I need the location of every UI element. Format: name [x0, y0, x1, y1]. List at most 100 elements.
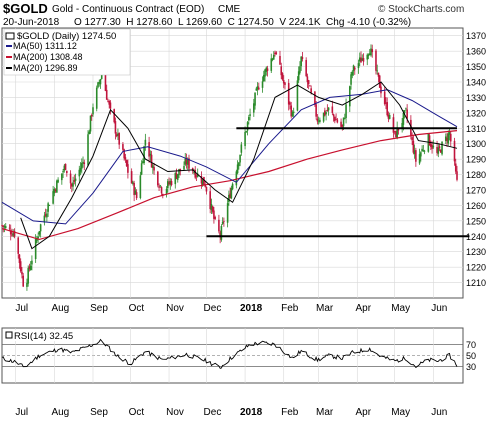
- candle-body: [280, 66, 283, 76]
- candle-body: [74, 178, 77, 181]
- candle-body: [178, 169, 180, 175]
- candle-body: [143, 146, 145, 164]
- candle-body: [159, 185, 162, 187]
- candle-body: [309, 85, 311, 87]
- candle-body: [158, 186, 160, 188]
- candle-body: [125, 160, 128, 167]
- candle-body: [21, 271, 23, 275]
- candle-body: [124, 157, 127, 160]
- candle-body: [370, 48, 372, 56]
- candle-body: [377, 72, 380, 77]
- price-tick-label: 1210: [466, 278, 486, 288]
- candle-body: [44, 214, 47, 216]
- candle-body: [256, 86, 259, 90]
- candle-body: [439, 149, 442, 153]
- candle-body: [140, 163, 143, 175]
- candle-body: [148, 142, 150, 157]
- candle-body: [262, 74, 265, 82]
- candle-body: [300, 56, 302, 67]
- legend-ma50: MA(50) 1311.12: [13, 41, 77, 51]
- candle-body: [204, 184, 206, 187]
- candle-body: [221, 221, 224, 224]
- candle-body: [423, 150, 426, 152]
- candle-body: [350, 74, 352, 85]
- candle-body: [29, 265, 32, 270]
- price-tick-label: 1370: [466, 31, 486, 41]
- ma20-line: [20, 81, 458, 250]
- candle-body: [214, 217, 216, 219]
- candle-body: [301, 57, 304, 59]
- candle-body: [305, 60, 307, 77]
- candle-body: [56, 180, 58, 193]
- candle-body: [160, 187, 163, 194]
- candle-body: [47, 203, 49, 212]
- candle-body: [254, 92, 256, 106]
- rsi-x-tick-label: Apr: [355, 407, 371, 418]
- watermark: © StockCharts.com: [378, 4, 464, 15]
- candle-body: [184, 158, 187, 165]
- candle-body: [8, 227, 11, 229]
- candle-body: [411, 137, 413, 141]
- candle-body: [331, 106, 334, 113]
- candle-body: [127, 164, 129, 173]
- candle-body: [205, 186, 208, 192]
- candle-body: [402, 113, 405, 125]
- candle-body: [105, 89, 108, 100]
- candle-body: [415, 150, 417, 162]
- support-resistance-lines: [206, 127, 470, 238]
- candle-body: [78, 169, 81, 177]
- price-tick-label: 1350: [466, 62, 486, 72]
- rsi-tick-label: 70: [466, 340, 476, 350]
- candle-body: [108, 101, 111, 105]
- price-tick-label: 1220: [466, 263, 486, 273]
- candle-body: [392, 117, 395, 133]
- candle-body: [396, 127, 398, 139]
- candle-body: [196, 173, 199, 178]
- candle-body: [431, 144, 433, 149]
- candle-body: [239, 154, 241, 163]
- candle-body: [69, 173, 72, 184]
- candle-body: [393, 131, 396, 133]
- candle-body: [118, 133, 120, 145]
- legend-ma20: MA(20) 1296.89: [13, 63, 78, 73]
- candle-body: [149, 153, 152, 156]
- candle-body: [412, 140, 415, 153]
- candle-body: [11, 234, 13, 236]
- rsi-x-tick-label: Dec: [204, 407, 222, 418]
- candle-body: [9, 230, 12, 235]
- candle-body: [66, 170, 68, 174]
- candle-body: [39, 224, 42, 232]
- rsi-line: [1, 338, 458, 369]
- price-x-tick-label: Feb: [281, 303, 299, 314]
- candle-body: [447, 133, 450, 144]
- candle-body: [48, 205, 51, 207]
- price-tick-label: 1310: [466, 124, 486, 134]
- candle-body: [368, 53, 371, 56]
- candle-body: [334, 116, 336, 122]
- candle-body: [437, 147, 440, 154]
- candle-body: [28, 266, 31, 269]
- candle-body: [362, 58, 365, 62]
- candle-body: [430, 143, 432, 147]
- candle-body: [378, 75, 381, 88]
- price-x-tick-label: Oct: [129, 303, 145, 314]
- candle-body: [296, 80, 299, 111]
- candle-body: [43, 215, 46, 223]
- candle-body: [219, 232, 221, 238]
- candle-body: [388, 114, 391, 119]
- candle-body: [344, 117, 346, 119]
- candle-body: [37, 236, 39, 239]
- candle-body: [153, 167, 155, 171]
- candle-body: [358, 57, 361, 62]
- rsi-x-tick-label: Mar: [316, 407, 334, 418]
- price-tick-label: 1360: [466, 47, 486, 57]
- candle-body: [165, 188, 168, 195]
- candle-body: [64, 163, 67, 170]
- candle-body: [306, 76, 309, 83]
- candle-body: [209, 191, 211, 209]
- rsi-x-tick-label: Jun: [431, 407, 447, 418]
- candle-body: [34, 238, 37, 260]
- candle-body: [270, 58, 273, 71]
